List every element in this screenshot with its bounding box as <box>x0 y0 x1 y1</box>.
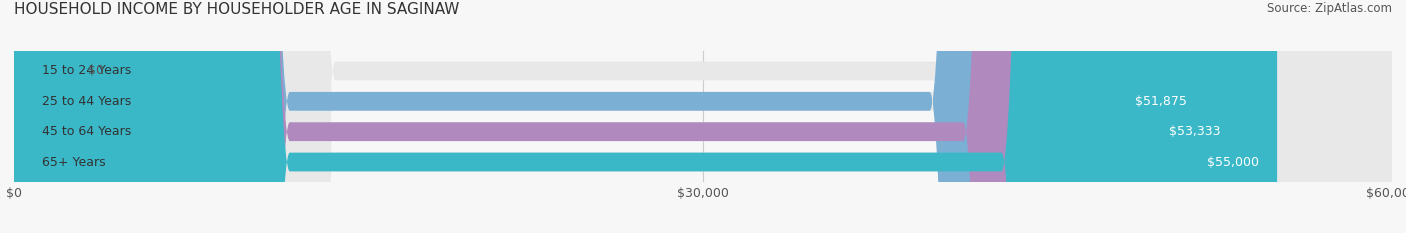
FancyBboxPatch shape <box>14 0 1392 233</box>
Text: 65+ Years: 65+ Years <box>42 155 105 168</box>
FancyBboxPatch shape <box>14 0 1392 233</box>
FancyBboxPatch shape <box>14 0 72 233</box>
Text: $51,875: $51,875 <box>1135 95 1187 108</box>
Text: HOUSEHOLD INCOME BY HOUSEHOLDER AGE IN SAGINAW: HOUSEHOLD INCOME BY HOUSEHOLDER AGE IN S… <box>14 2 460 17</box>
Text: $0: $0 <box>87 65 104 78</box>
Text: $53,333: $53,333 <box>1168 125 1220 138</box>
FancyBboxPatch shape <box>14 0 1239 233</box>
FancyBboxPatch shape <box>14 0 1392 233</box>
Text: 45 to 64 Years: 45 to 64 Years <box>42 125 131 138</box>
FancyBboxPatch shape <box>14 0 1277 233</box>
FancyBboxPatch shape <box>14 0 1392 233</box>
Text: $55,000: $55,000 <box>1206 155 1258 168</box>
Text: Source: ZipAtlas.com: Source: ZipAtlas.com <box>1267 2 1392 15</box>
Text: 25 to 44 Years: 25 to 44 Years <box>42 95 131 108</box>
Text: 15 to 24 Years: 15 to 24 Years <box>42 65 131 78</box>
FancyBboxPatch shape <box>14 0 1205 233</box>
